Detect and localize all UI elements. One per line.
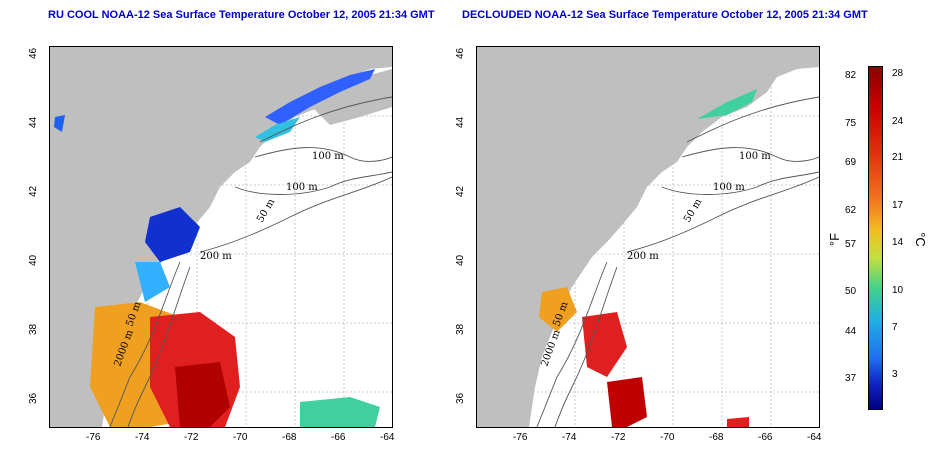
y-tick-label: 36 — [455, 392, 466, 404]
contour-label: 100 m — [286, 182, 318, 193]
y-tick-label: 42 — [28, 185, 39, 197]
x-tick-label: -66 — [331, 432, 346, 443]
fahrenheit-unit-label: °F — [827, 232, 843, 247]
left-map-plot: 100 m 100 m 50 m 200 m 2000 m 50 m — [50, 47, 392, 427]
contour-label: 200 m — [627, 251, 659, 262]
land-mass — [50, 47, 392, 427]
x-tick-label: -72 — [184, 432, 199, 443]
bathymetry-contours — [536, 96, 819, 427]
left-map-title: RU COOL NOAA-12 Sea Surface Temperature … — [48, 9, 435, 21]
celsius-tick: 28 — [892, 68, 904, 79]
y-tick-label: 40 — [455, 254, 466, 266]
fahrenheit-tick: 62 — [845, 205, 857, 216]
celsius-tick: 14 — [892, 237, 904, 248]
celsius-tick: 24 — [892, 116, 904, 127]
contour-label: 50 m — [255, 197, 277, 225]
y-tick-label: 42 — [455, 185, 466, 197]
x-tick-label: -70 — [233, 432, 248, 443]
right-map-plot: 100 m 100 m 50 m 200 m 2000 m 50 m — [477, 47, 819, 427]
fahrenheit-tick: 37 — [845, 373, 857, 384]
y-tick-label: 46 — [455, 47, 466, 59]
contour-label: 100 m — [713, 182, 745, 193]
y-tick-label: 44 — [28, 116, 39, 128]
contour-label: 50 m — [682, 197, 704, 225]
celsius-tick: 10 — [892, 285, 904, 296]
celsius-tick: 17 — [892, 200, 904, 211]
x-tick-label: -76 — [513, 432, 528, 443]
left-map: 100 m 100 m 50 m 200 m 2000 m 50 m — [49, 46, 393, 428]
fahrenheit-tick: 82 — [845, 70, 857, 81]
x-tick-label: -66 — [758, 432, 773, 443]
y-tick-label: 44 — [455, 116, 466, 128]
y-tick-label: 40 — [28, 254, 39, 266]
fahrenheit-tick: 69 — [845, 157, 857, 168]
fahrenheit-tick: 57 — [845, 239, 857, 250]
sst-patches — [54, 69, 380, 427]
celsius-tick: 21 — [892, 152, 904, 163]
right-map-title: DECLOUDED NOAA-12 Sea Surface Temperatur… — [462, 9, 868, 21]
right-map: 100 m 100 m 50 m 200 m 2000 m 50 m — [476, 46, 820, 428]
celsius-tick: 7 — [892, 322, 898, 333]
x-tick-label: -64 — [807, 432, 822, 443]
contour-label: 100 m — [739, 151, 771, 162]
contour-label: 100 m — [312, 151, 344, 162]
fahrenheit-tick: 44 — [845, 326, 857, 337]
fahrenheit-tick: 75 — [845, 118, 857, 129]
celsius-unit-label: °C — [912, 232, 928, 247]
x-tick-label: -74 — [135, 432, 150, 443]
x-tick-label: -68 — [709, 432, 724, 443]
color-scale-bar — [868, 66, 883, 410]
bathymetry-contours — [109, 96, 392, 427]
fahrenheit-tick: 50 — [845, 286, 857, 297]
x-tick-label: -72 — [611, 432, 626, 443]
x-tick-label: -64 — [380, 432, 395, 443]
y-tick-label: 38 — [455, 323, 466, 335]
celsius-tick: 3 — [892, 369, 898, 380]
x-tick-label: -68 — [282, 432, 297, 443]
land-mass — [477, 47, 819, 427]
y-tick-label: 36 — [28, 392, 39, 404]
sst-patches — [539, 89, 757, 427]
x-tick-label: -70 — [660, 432, 675, 443]
x-tick-label: -76 — [86, 432, 101, 443]
y-tick-label: 38 — [28, 323, 39, 335]
contour-label: 200 m — [200, 251, 232, 262]
y-tick-label: 46 — [28, 47, 39, 59]
x-tick-label: -74 — [562, 432, 577, 443]
